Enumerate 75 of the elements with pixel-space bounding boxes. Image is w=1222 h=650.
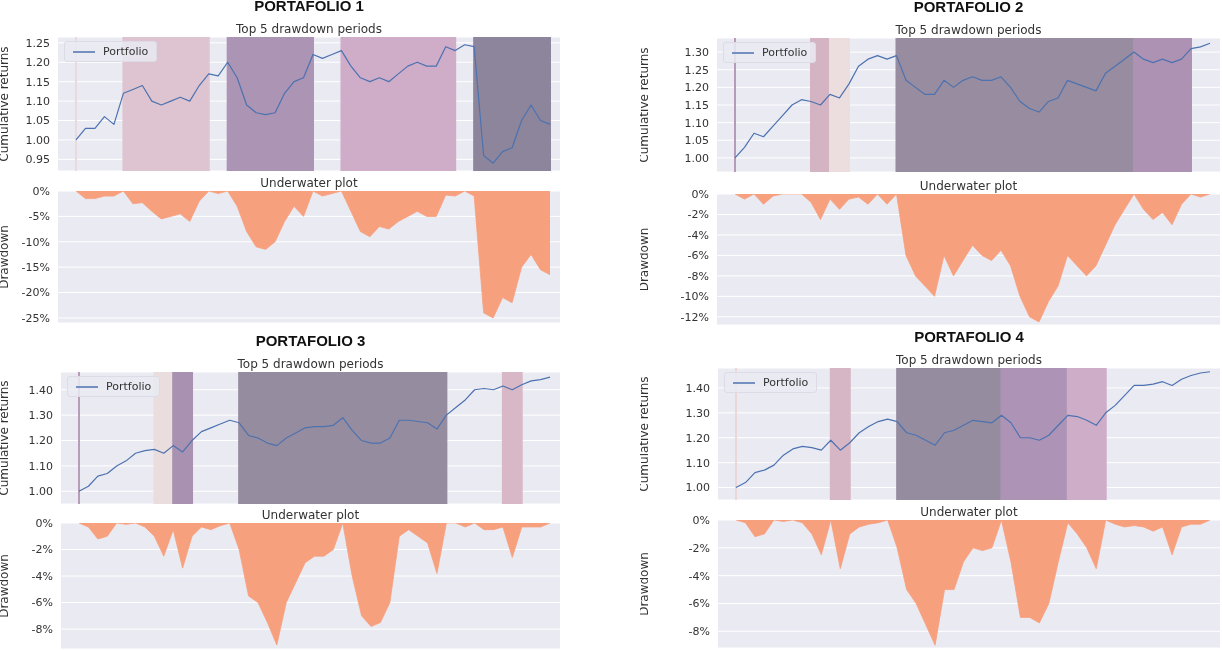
- y-tick-label: -15%: [21, 261, 50, 275]
- y-axis-title: Drawdown: [637, 227, 652, 292]
- y-tick-label: 1.05: [25, 114, 50, 128]
- y-tick-label: -12%: [680, 310, 709, 324]
- y-tick-label: 0%: [32, 184, 50, 198]
- y-axis-title: Drawdown: [637, 552, 652, 616]
- chart-subtitle: Underwater plot: [259, 176, 359, 190]
- y-tick-label: 1.40: [28, 383, 53, 397]
- y-tick-label: 1.30: [685, 406, 710, 420]
- y-tick-label: -25%: [21, 311, 50, 325]
- chart-title: PORTAFOLIO 1: [253, 0, 365, 14]
- chart-subtitle: Top 5 drawdown periods: [894, 23, 1043, 37]
- y-tick-label: 1.10: [684, 116, 709, 130]
- legend-label: Portfolio: [106, 380, 152, 393]
- y-tick-label: 1.00: [685, 481, 710, 495]
- y-axis-title: Cumulative returns: [0, 46, 12, 162]
- y-tick-label: -8%: [688, 625, 710, 639]
- y-tick-label: 1.25: [684, 63, 709, 77]
- legend-label: Portfolio: [103, 45, 149, 58]
- y-tick-label: -4%: [31, 569, 53, 583]
- y-tick-label: -2%: [31, 543, 53, 557]
- y-tick-label: -2%: [687, 208, 709, 222]
- line-series: [734, 42, 1211, 159]
- y-tick-label: -8%: [31, 623, 53, 637]
- y-tick-label: -6%: [687, 249, 709, 263]
- line-series: [78, 376, 551, 492]
- legend-label: Portfolio: [763, 376, 809, 389]
- y-axis-title: Cumulative returns: [0, 380, 12, 496]
- chart-subtitle: Top 5 drawdown periods: [235, 22, 383, 36]
- y-tick-label: 1.25: [25, 36, 50, 50]
- y-tick-label: 1.30: [28, 409, 53, 423]
- chart-subtitle: Top 5 drawdown periods: [236, 357, 385, 371]
- line-series: [75, 44, 551, 164]
- y-axis-title: Drawdown: [0, 225, 12, 289]
- chart-title: PORTAFOLIO 3: [254, 332, 367, 349]
- chart-subtitle: Underwater plot: [919, 505, 1019, 519]
- y-axis-title: Cumulative returns: [637, 47, 652, 163]
- y-tick-label: -20%: [21, 286, 50, 300]
- y-tick-label: 1.05: [684, 134, 709, 148]
- y-tick-label: 1.15: [684, 98, 709, 112]
- y-tick-label: 1.30: [684, 46, 709, 60]
- y-tick-label: 1.10: [28, 459, 53, 473]
- y-tick-label: -5%: [28, 210, 50, 224]
- y-axis-title: Cumulative returns: [637, 376, 652, 492]
- y-tick-label: 1.20: [25, 56, 50, 70]
- y-tick-label: 1.00: [25, 133, 50, 147]
- chart-title: PORTAFOLIO 4: [913, 328, 1025, 345]
- y-tick-label: -6%: [688, 597, 710, 611]
- y-tick-label: 1.10: [25, 94, 50, 108]
- y-tick-label: -2%: [688, 541, 710, 555]
- y-tick-label: -4%: [688, 569, 710, 583]
- y-tick-label: 1.40: [685, 381, 710, 395]
- y-tick-label: 1.20: [28, 434, 53, 448]
- y-tick-label: 1.20: [684, 81, 709, 95]
- chart-subtitle: Underwater plot: [260, 508, 361, 522]
- line-series: [735, 371, 1211, 489]
- chart-subtitle: Top 5 drawdown periods: [895, 353, 1043, 367]
- y-tick-label: 1.20: [685, 431, 710, 445]
- y-tick-label: 1.00: [28, 485, 53, 499]
- y-tick-label: -4%: [687, 228, 709, 242]
- chart-title: PORTAFOLIO 2: [912, 0, 1025, 15]
- y-tick-label: 1.00: [684, 151, 709, 165]
- y-tick-label: -10%: [680, 290, 709, 304]
- y-tick-label: 0.95: [25, 153, 50, 167]
- y-tick-label: 1.15: [25, 75, 50, 89]
- y-tick-label: 0%: [691, 187, 709, 201]
- y-tick-label: 0%: [692, 513, 710, 527]
- y-tick-label: -10%: [21, 235, 50, 249]
- y-tick-label: -8%: [687, 269, 709, 283]
- y-tick-label: 1.10: [685, 456, 710, 470]
- chart-subtitle: Underwater plot: [918, 179, 1019, 193]
- legend-label: Portfolio: [762, 46, 808, 59]
- y-axis-title: Drawdown: [0, 554, 12, 618]
- y-tick-label: 0%: [35, 516, 53, 530]
- y-tick-label: -6%: [31, 596, 53, 610]
